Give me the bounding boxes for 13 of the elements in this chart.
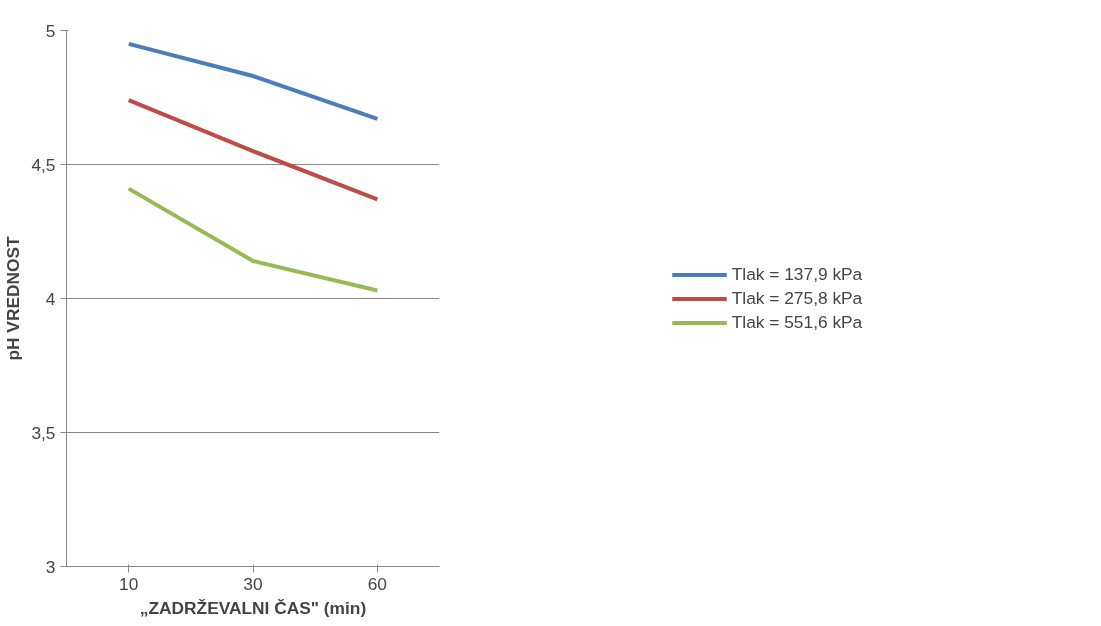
- y-tick-label: 5: [45, 20, 56, 41]
- y-tick-label: 3: [45, 556, 56, 577]
- y-tick-label: 4: [45, 288, 56, 309]
- legend-label: Tlak = 275,8 kPa: [731, 287, 863, 309]
- y-axis-title: pH VREDNOST: [3, 235, 24, 361]
- legend-label: Tlak = 137,9 kPa: [731, 263, 863, 285]
- x-axis-title: „ZADRŽEVALNI ČAS" (min): [139, 597, 367, 618]
- y-tick-label: 4,5: [31, 154, 56, 175]
- y-tick-label: 3,5: [31, 422, 56, 443]
- legend-label: Tlak = 551,6 kPa: [731, 311, 863, 333]
- x-tick-label: 60: [367, 573, 387, 594]
- x-tick-label: 10: [119, 573, 139, 594]
- x-tick-label: 30: [243, 573, 263, 594]
